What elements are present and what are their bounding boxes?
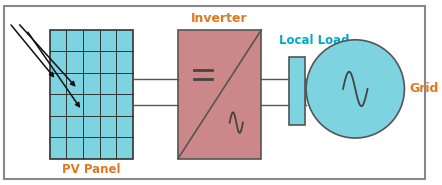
Text: Inverter: Inverter <box>191 12 248 25</box>
Circle shape <box>306 40 404 138</box>
Text: PV Panel: PV Panel <box>62 163 121 176</box>
Text: Grid: Grid <box>409 83 438 95</box>
Bar <box>50 30 133 159</box>
Text: Local Load: Local Load <box>279 34 350 47</box>
Bar <box>289 57 305 125</box>
Bar <box>178 30 261 159</box>
